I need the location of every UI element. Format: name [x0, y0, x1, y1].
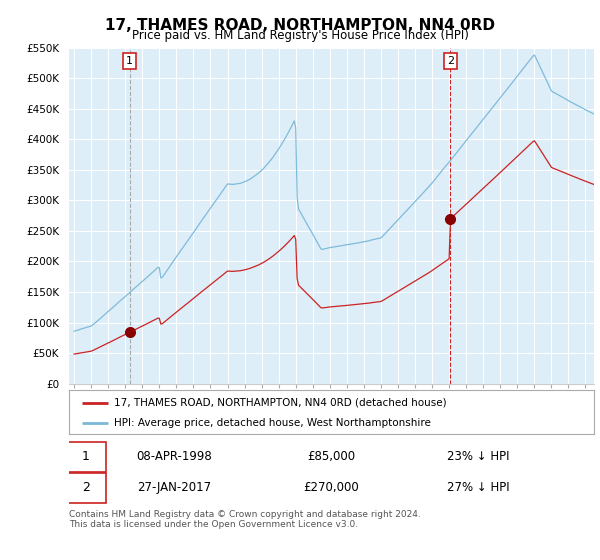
Text: 1: 1 — [126, 56, 133, 66]
Text: Price paid vs. HM Land Registry's House Price Index (HPI): Price paid vs. HM Land Registry's House … — [131, 29, 469, 42]
Text: 17, THAMES ROAD, NORTHAMPTON, NN4 0RD: 17, THAMES ROAD, NORTHAMPTON, NN4 0RD — [105, 18, 495, 33]
FancyBboxPatch shape — [67, 473, 106, 503]
Text: HPI: Average price, detached house, West Northamptonshire: HPI: Average price, detached house, West… — [113, 418, 431, 428]
Text: 27% ↓ HPI: 27% ↓ HPI — [447, 482, 510, 494]
Text: 2: 2 — [447, 56, 454, 66]
Text: 23% ↓ HPI: 23% ↓ HPI — [447, 450, 510, 464]
Text: 1: 1 — [82, 450, 90, 464]
FancyBboxPatch shape — [67, 442, 106, 472]
Text: 27-JAN-2017: 27-JAN-2017 — [137, 482, 211, 494]
Text: £85,000: £85,000 — [307, 450, 356, 464]
Text: Contains HM Land Registry data © Crown copyright and database right 2024.
This d: Contains HM Land Registry data © Crown c… — [69, 510, 421, 529]
Text: 2: 2 — [82, 482, 90, 494]
Text: 08-APR-1998: 08-APR-1998 — [136, 450, 212, 464]
Text: £270,000: £270,000 — [304, 482, 359, 494]
Text: 17, THAMES ROAD, NORTHAMPTON, NN4 0RD (detached house): 17, THAMES ROAD, NORTHAMPTON, NN4 0RD (d… — [113, 398, 446, 408]
